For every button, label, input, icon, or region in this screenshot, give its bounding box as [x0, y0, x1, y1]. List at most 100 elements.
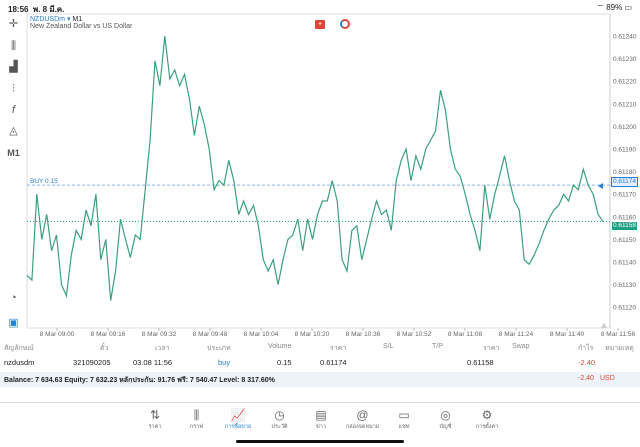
- x-tick-label: 8 Mar 09:00: [40, 331, 75, 338]
- y-tick-label: 0.61180: [613, 169, 636, 176]
- buy-order-label[interactable]: BUY 0.15: [30, 178, 58, 185]
- settings-icon: ⚙: [481, 408, 493, 422]
- candlestick-icon[interactable]: ⫼: [10, 40, 17, 52]
- positions-header: สัญลักษณ์ ตั๋ว เวลา ประเภท Volume ราคา S…: [0, 341, 640, 354]
- col-tp: T/P: [432, 343, 443, 350]
- nav-label: แชท: [398, 424, 410, 430]
- refresh-icon[interactable]: [340, 19, 350, 29]
- nav-trade[interactable]: 📈 การซื้อขาย: [218, 407, 258, 431]
- nav-label: การตั้งค่า: [475, 424, 499, 430]
- position-row[interactable]: nzdusdm 321090205 03.08 11:56 buy 0.15 0…: [0, 356, 640, 370]
- col-comment: หมายเหตุ: [605, 345, 634, 352]
- status-time: 18:56 พ. 8 มี.ค.: [8, 5, 65, 14]
- x-tick-label: 8 Mar 11:56: [601, 331, 636, 338]
- history-icon: ◷: [274, 408, 285, 422]
- x-tick-label: 8 Mar 09:32: [142, 331, 177, 338]
- col-sl: S/L: [383, 343, 394, 350]
- nav-label: ประวัติ: [271, 424, 288, 430]
- price-chart[interactable]: 0.61240 0.61230 0.61220 0.61210 0.61200 0.611…: [0, 0, 640, 341]
- trade-panel-icon[interactable]: +: [315, 20, 325, 29]
- y-tick-label: 0.61240: [613, 34, 637, 41]
- col-open-price: ราคา: [330, 345, 347, 352]
- x-tick-label: 8 Mar 11:08: [448, 331, 483, 338]
- col-price: ราคา: [483, 345, 500, 352]
- balance-summary: Balance: 7 634.63 Equity: 7 632.23 หลักป…: [4, 377, 275, 384]
- y-tick-label: 0.61130: [613, 282, 636, 289]
- nav-settings[interactable]: ⚙ การตั้งค่า: [467, 407, 507, 431]
- y-tick-label: 0.61120: [613, 305, 636, 312]
- function-icon[interactable]: f: [11, 104, 16, 116]
- nav-chart[interactable]: ⫼ กราฟ: [177, 407, 217, 431]
- nav-quotes[interactable]: ⇅ ราคา: [135, 407, 175, 431]
- y-tick-label: 0.61210: [613, 101, 637, 108]
- nav-label: กล่องจดหมาย: [345, 424, 380, 430]
- nav-history[interactable]: ◷ ประวัติ: [260, 407, 300, 431]
- nav-label: การซื้อขาย: [224, 424, 252, 430]
- scroll-end-icon: [601, 323, 607, 328]
- crosshair-icon[interactable]: ✛: [8, 18, 19, 30]
- col-swap: Swap: [512, 343, 530, 350]
- one-click-icon[interactable]: ▣: [8, 317, 19, 329]
- y-tick-label: 0.61190: [613, 147, 636, 154]
- home-indicator[interactable]: [236, 440, 404, 443]
- x-tick-label: 8 Mar 10:52: [397, 331, 432, 338]
- mailbox-icon: @: [356, 408, 369, 422]
- y-tick-label: 0.61140: [613, 260, 636, 267]
- chart-timeframe: M1: [72, 16, 83, 23]
- nav-account[interactable]: ◎ บัญชี: [426, 407, 466, 431]
- nav-label: กราฟ: [189, 424, 204, 430]
- col-time: เวลา: [155, 345, 170, 352]
- quotes-icon: ⇅: [149, 408, 161, 422]
- col-symbol: สัญลักษณ์: [4, 345, 34, 352]
- trade-icon: 📈: [230, 408, 246, 422]
- y-tick-label: 0.61150: [613, 237, 636, 244]
- timeframe-button[interactable]: M1: [7, 148, 20, 158]
- shapes-icon[interactable]: ◬: [9, 125, 18, 137]
- y-tick-label: 0.61170: [613, 192, 636, 199]
- nav-chat[interactable]: ▭ แชท: [384, 407, 424, 431]
- x-tick-label: 8 Mar 10:36: [346, 331, 381, 338]
- status-bar: 18:56 พ. 8 มี.ค. ⌔ 89% ▭: [0, 0, 640, 14]
- nav-label: ข่าว: [316, 424, 326, 430]
- nav-news[interactable]: ▤ ข่าว: [301, 407, 341, 431]
- bar-chart-icon[interactable]: ▟: [9, 61, 18, 73]
- cell-time: 03.08 11:56: [133, 358, 173, 367]
- x-tick-label: 8 Mar 10:04: [244, 331, 279, 338]
- col-volume: Volume: [268, 343, 292, 350]
- battery: ⌔ 89% ▭: [596, 3, 632, 12]
- ask-price-label: 0.61174: [610, 177, 639, 187]
- account-icon: ◎: [440, 408, 451, 422]
- cell-volume: 0.15: [277, 358, 292, 367]
- col-profit: กำไร: [578, 345, 594, 352]
- nav-mailbox[interactable]: @ กล่องจดหมาย: [343, 407, 383, 431]
- cell-ticket: 321090205: [73, 358, 111, 367]
- bid-price-label: 0.61158: [612, 222, 638, 230]
- order-arrow-icon: [598, 183, 603, 189]
- cell-symbol: nzdusdm: [4, 358, 35, 367]
- chat-icon: ▭: [398, 408, 410, 422]
- cell-price: 0.61158: [467, 358, 494, 367]
- balance-bar: Balance: 7 634.63 Equity: 7 632.23 หลักป…: [0, 372, 640, 387]
- y-tick-label: 0.61230: [613, 56, 637, 63]
- price-line: [26, 35, 604, 301]
- chart-legend: NZDUSDm ▾ M1 New Zealand Dollar vs US Do…: [30, 16, 133, 30]
- chart-zoom-icon[interactable]: ◔: [10, 292, 17, 304]
- total-profit: -2.40: [578, 375, 594, 382]
- x-tick-label: 8 Mar 09:16: [91, 331, 126, 338]
- symbol-name[interactable]: NZDUSDm: [30, 16, 65, 23]
- y-tick-label: 0.61220: [613, 79, 637, 86]
- cell-profit: -2.40: [578, 358, 596, 367]
- x-tick-label: 8 Mar 10:20: [295, 331, 330, 338]
- x-tick-label: 8 Mar 09:48: [193, 331, 228, 338]
- cell-type: buy: [218, 358, 231, 367]
- nav-label: บัญชี: [439, 424, 452, 430]
- col-ticket: ตั๋ว: [100, 345, 109, 352]
- symbol-description: New Zealand Dollar vs US Dollar: [30, 23, 133, 30]
- chart-toolbar: ✛ ⫼ ▟ ⫶ f ◬ M1 ◔ ▣: [0, 14, 27, 339]
- x-tick-label: 8 Mar 11:40: [550, 331, 585, 338]
- y-tick-label: 0.61160: [613, 214, 636, 221]
- y-tick-label: 0.61200: [613, 124, 637, 131]
- x-tick-label: 8 Mar 11:24: [499, 331, 534, 338]
- col-type: ประเภท: [207, 345, 231, 352]
- indicators-icon[interactable]: ⫶: [12, 83, 15, 95]
